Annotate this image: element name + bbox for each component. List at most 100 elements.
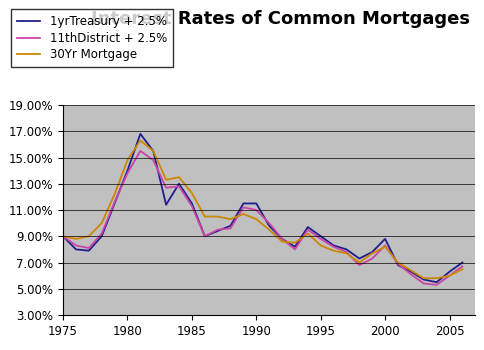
1yrTreasury + 2.5% [99, 234, 105, 238]
1yrTreasury + 2.5% [433, 280, 439, 284]
30Yr Mortgage [189, 191, 195, 195]
11thDistrict + 2.5% [253, 208, 258, 212]
11thDistrict + 2.5% [356, 263, 362, 267]
1yrTreasury + 2.5% [330, 243, 336, 247]
11thDistrict + 2.5% [446, 274, 452, 278]
11thDistrict + 2.5% [343, 250, 348, 254]
11thDistrict + 2.5% [394, 262, 400, 266]
30Yr Mortgage [73, 237, 79, 241]
1yrTreasury + 2.5% [381, 237, 387, 241]
Line: 1yrTreasury + 2.5%: 1yrTreasury + 2.5% [63, 134, 461, 282]
Line: 30Yr Mortgage: 30Yr Mortgage [63, 140, 461, 278]
11thDistrict + 2.5% [163, 186, 168, 190]
30Yr Mortgage [291, 241, 297, 245]
30Yr Mortgage [458, 267, 464, 271]
11thDistrict + 2.5% [433, 283, 439, 287]
30Yr Mortgage [368, 251, 374, 256]
11thDistrict + 2.5% [150, 158, 156, 162]
30Yr Mortgage [433, 276, 439, 280]
11thDistrict + 2.5% [368, 257, 374, 261]
30Yr Mortgage [201, 215, 207, 219]
30Yr Mortgage [253, 217, 258, 221]
1yrTreasury + 2.5% [343, 247, 348, 251]
11thDistrict + 2.5% [330, 245, 336, 249]
Legend: 1yrTreasury + 2.5%, 11thDistrict + 2.5%, 30Yr Mortgage: 1yrTreasury + 2.5%, 11thDistrict + 2.5%,… [11, 9, 172, 67]
11thDistrict + 2.5% [137, 149, 143, 153]
30Yr Mortgage [356, 260, 362, 265]
1yrTreasury + 2.5% [163, 203, 168, 207]
30Yr Mortgage [381, 245, 387, 249]
11thDistrict + 2.5% [266, 221, 272, 225]
11thDistrict + 2.5% [176, 184, 182, 189]
30Yr Mortgage [330, 248, 336, 253]
1yrTreasury + 2.5% [446, 270, 452, 274]
11thDistrict + 2.5% [111, 200, 117, 204]
30Yr Mortgage [317, 243, 323, 247]
11thDistrict + 2.5% [279, 237, 285, 241]
1yrTreasury + 2.5% [86, 248, 91, 253]
30Yr Mortgage [60, 234, 66, 238]
30Yr Mortgage [420, 276, 426, 280]
11thDistrict + 2.5% [240, 205, 246, 209]
1yrTreasury + 2.5% [458, 260, 464, 265]
30Yr Mortgage [227, 217, 233, 221]
1yrTreasury + 2.5% [201, 234, 207, 238]
1yrTreasury + 2.5% [407, 270, 413, 274]
1yrTreasury + 2.5% [304, 225, 310, 229]
1yrTreasury + 2.5% [137, 132, 143, 136]
1yrTreasury + 2.5% [150, 149, 156, 153]
1yrTreasury + 2.5% [291, 245, 297, 249]
30Yr Mortgage [214, 215, 220, 219]
30Yr Mortgage [99, 221, 105, 225]
30Yr Mortgage [176, 175, 182, 179]
11thDistrict + 2.5% [304, 228, 310, 232]
1yrTreasury + 2.5% [368, 250, 374, 254]
1yrTreasury + 2.5% [111, 201, 117, 205]
11thDistrict + 2.5% [420, 281, 426, 286]
1yrTreasury + 2.5% [266, 224, 272, 228]
1yrTreasury + 2.5% [176, 182, 182, 186]
30Yr Mortgage [86, 234, 91, 238]
1yrTreasury + 2.5% [227, 224, 233, 228]
Line: 11thDistrict + 2.5%: 11thDistrict + 2.5% [63, 151, 461, 285]
1yrTreasury + 2.5% [253, 201, 258, 205]
11thDistrict + 2.5% [317, 237, 323, 241]
1yrTreasury + 2.5% [124, 169, 130, 173]
1yrTreasury + 2.5% [420, 278, 426, 282]
11thDistrict + 2.5% [189, 204, 195, 208]
30Yr Mortgage [163, 178, 168, 182]
1yrTreasury + 2.5% [214, 229, 220, 233]
30Yr Mortgage [446, 274, 452, 278]
1yrTreasury + 2.5% [189, 201, 195, 205]
11thDistrict + 2.5% [407, 272, 413, 276]
11thDistrict + 2.5% [124, 171, 130, 175]
11thDistrict + 2.5% [201, 234, 207, 238]
1yrTreasury + 2.5% [240, 201, 246, 205]
11thDistrict + 2.5% [73, 243, 79, 247]
30Yr Mortgage [240, 212, 246, 216]
30Yr Mortgage [304, 232, 310, 236]
1yrTreasury + 2.5% [317, 234, 323, 238]
30Yr Mortgage [407, 268, 413, 272]
30Yr Mortgage [343, 251, 348, 256]
1yrTreasury + 2.5% [356, 257, 362, 261]
30Yr Mortgage [279, 239, 285, 244]
30Yr Mortgage [124, 158, 130, 162]
11thDistrict + 2.5% [227, 226, 233, 231]
11thDistrict + 2.5% [381, 243, 387, 247]
1yrTreasury + 2.5% [394, 263, 400, 267]
Text: Interest Rates of Common Mortgages: Interest Rates of Common Mortgages [91, 10, 469, 28]
1yrTreasury + 2.5% [279, 237, 285, 241]
11thDistrict + 2.5% [458, 264, 464, 268]
30Yr Mortgage [394, 260, 400, 265]
11thDistrict + 2.5% [60, 234, 66, 238]
30Yr Mortgage [150, 149, 156, 153]
1yrTreasury + 2.5% [73, 247, 79, 251]
11thDistrict + 2.5% [86, 246, 91, 250]
30Yr Mortgage [137, 138, 143, 142]
11thDistrict + 2.5% [99, 232, 105, 236]
1yrTreasury + 2.5% [60, 234, 66, 238]
30Yr Mortgage [111, 192, 117, 196]
11thDistrict + 2.5% [214, 228, 220, 232]
30Yr Mortgage [266, 228, 272, 232]
